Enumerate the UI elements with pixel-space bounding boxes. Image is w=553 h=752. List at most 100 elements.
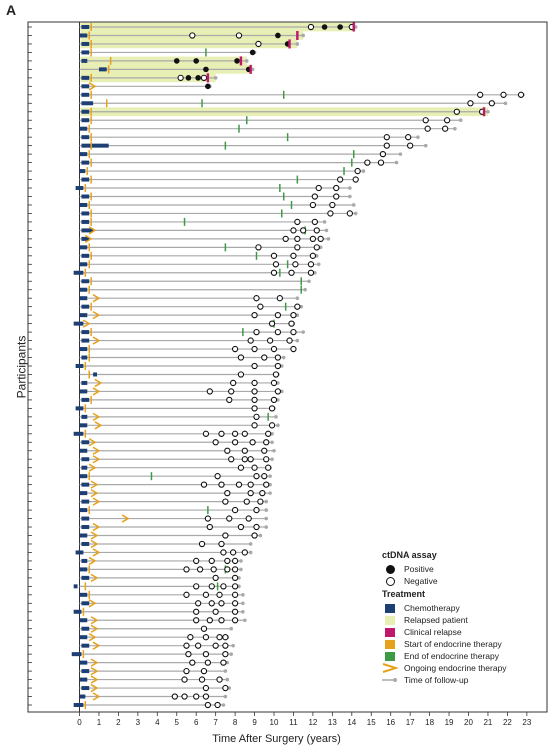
ctdna-negative-point: [251, 532, 258, 539]
ongoing-arrow-icon: [382, 663, 398, 673]
ongoing-endocrine-arrow: [92, 412, 101, 421]
ongoing-endocrine-arrow: [92, 497, 101, 506]
chemotherapy-bar: [75, 186, 84, 191]
ctdna-negative-point: [268, 405, 276, 412]
ctdna-negative-point: [231, 617, 239, 624]
follow-up-end: [229, 652, 234, 656]
ctdna-positive-point: [234, 58, 240, 64]
ongoing-endocrine-arrow: [90, 539, 99, 549]
follow-up-end: [301, 330, 305, 334]
ctdna-negative-point: [422, 117, 429, 124]
follow-up-end: [353, 211, 358, 216]
clinical-relapse-swatch: [385, 627, 395, 637]
clinical-relapse-marker: [249, 64, 252, 74]
chemotherapy-bar: [81, 482, 90, 487]
ctdna-negative-point: [270, 252, 278, 259]
ctdna-negative-point: [288, 320, 295, 327]
ctdna-negative-point: [224, 557, 231, 565]
ctdna-negative-point: [220, 583, 227, 590]
ctdna-negative-point: [196, 566, 204, 573]
chemotherapy-bar: [81, 41, 90, 46]
ctdna-negative-point: [224, 566, 231, 573]
clinical-relapse-marker: [206, 73, 210, 83]
follow-up-end: [241, 609, 245, 614]
chemotherapy-bar: [79, 618, 88, 623]
ctdna-negative-point: [406, 142, 414, 149]
ctdna-negative-point: [206, 523, 213, 531]
ctdna-negative-point: [185, 651, 192, 658]
ctdna-positive-point: [193, 58, 199, 64]
x-tick-label: 16: [386, 718, 395, 727]
chemotherapy-bar: [81, 330, 90, 335]
ctdna-negative-point: [202, 693, 210, 700]
ctdna-negative-point: [222, 532, 229, 539]
x-tick-label: 18: [425, 718, 434, 727]
ctdna-negative-point: [300, 227, 307, 234]
ctdna-negative-point: [333, 184, 340, 192]
chemotherapy-bar: [79, 423, 88, 428]
chemotherapy-bar: [81, 304, 90, 309]
ctdna-negative-point: [202, 430, 210, 437]
ctdna-negative-point: [272, 371, 280, 378]
follow-up-end: [264, 499, 269, 504]
follow-up-end: [295, 296, 300, 301]
chemotherapy-bar: [79, 126, 88, 131]
ctdna-negative-point: [251, 405, 258, 412]
chemotherapy-bar: [79, 389, 88, 394]
ctdna-negative-point: [230, 379, 237, 387]
chemotherapy-bar: [81, 338, 90, 343]
ctdna-negative-point: [255, 244, 262, 251]
ctdna-negative-point: [222, 642, 229, 649]
follow-up-end: [239, 567, 243, 572]
ctdna-negative-point: [424, 125, 431, 132]
chemotherapy-bar: [79, 533, 88, 538]
x-tick-label: 15: [367, 718, 376, 727]
follow-up-end: [258, 533, 263, 538]
ctdna-negative-point: [189, 32, 196, 39]
ctdna-negative-point: [263, 481, 270, 488]
chemotherapy-bar: [79, 169, 86, 174]
ctdna-negative-point: [313, 227, 320, 234]
ctdna-negative-point: [231, 430, 239, 437]
chemotherapy-bar: [73, 609, 82, 614]
ctdna-negative-point: [198, 540, 206, 548]
ctdna-negative-point: [477, 91, 484, 98]
ctdna-negative-point: [204, 515, 212, 522]
chemotherapy-bar: [81, 84, 90, 89]
chemotherapy-bar: [79, 491, 88, 496]
ctdna-negative-point: [311, 218, 318, 226]
chemotherapy-bar: [81, 101, 94, 106]
ctdna-negative-point: [241, 447, 248, 454]
chemotherapy-bar: [81, 669, 90, 674]
ctdna-negative-point: [200, 625, 208, 632]
ongoing-endocrine-arrow: [88, 82, 97, 91]
ctdna-negative-point: [251, 362, 258, 370]
ctdna-negative-point: [224, 447, 231, 454]
ctdna-negative-point: [237, 464, 245, 471]
ctdna-negative-point: [251, 396, 258, 404]
ctdna-positive-point: [275, 32, 281, 39]
ctdna-negative-point: [251, 311, 258, 319]
chemotherapy-bar: [75, 550, 84, 555]
ctdna-negative-point: [379, 150, 387, 158]
follow-up-end: [248, 542, 253, 546]
follow-up-end: [307, 279, 311, 284]
ctdna-negative-point: [266, 337, 274, 344]
ongoing-endocrine-arrow: [121, 514, 130, 523]
ctdna-negative-point: [230, 549, 237, 556]
clinical-relapse-marker: [352, 22, 355, 32]
ctdna-negative-point: [272, 261, 280, 268]
ctdna-negative-point: [181, 693, 188, 700]
ctdna-negative-point: [251, 345, 258, 353]
ctdna-negative-point: [270, 396, 278, 404]
ctdna-negative-point: [231, 557, 239, 565]
legend-item-positive: Positive: [382, 563, 507, 575]
ctdna-negative-point: [307, 261, 315, 268]
ctdna-negative-point: [251, 464, 258, 471]
ongoing-endocrine-arrow: [88, 556, 97, 566]
chemotherapy-bar: [81, 236, 90, 241]
chemotherapy-bar: [73, 321, 84, 326]
clinical-relapse-marker: [288, 39, 291, 49]
follow-up-end: [458, 118, 463, 123]
